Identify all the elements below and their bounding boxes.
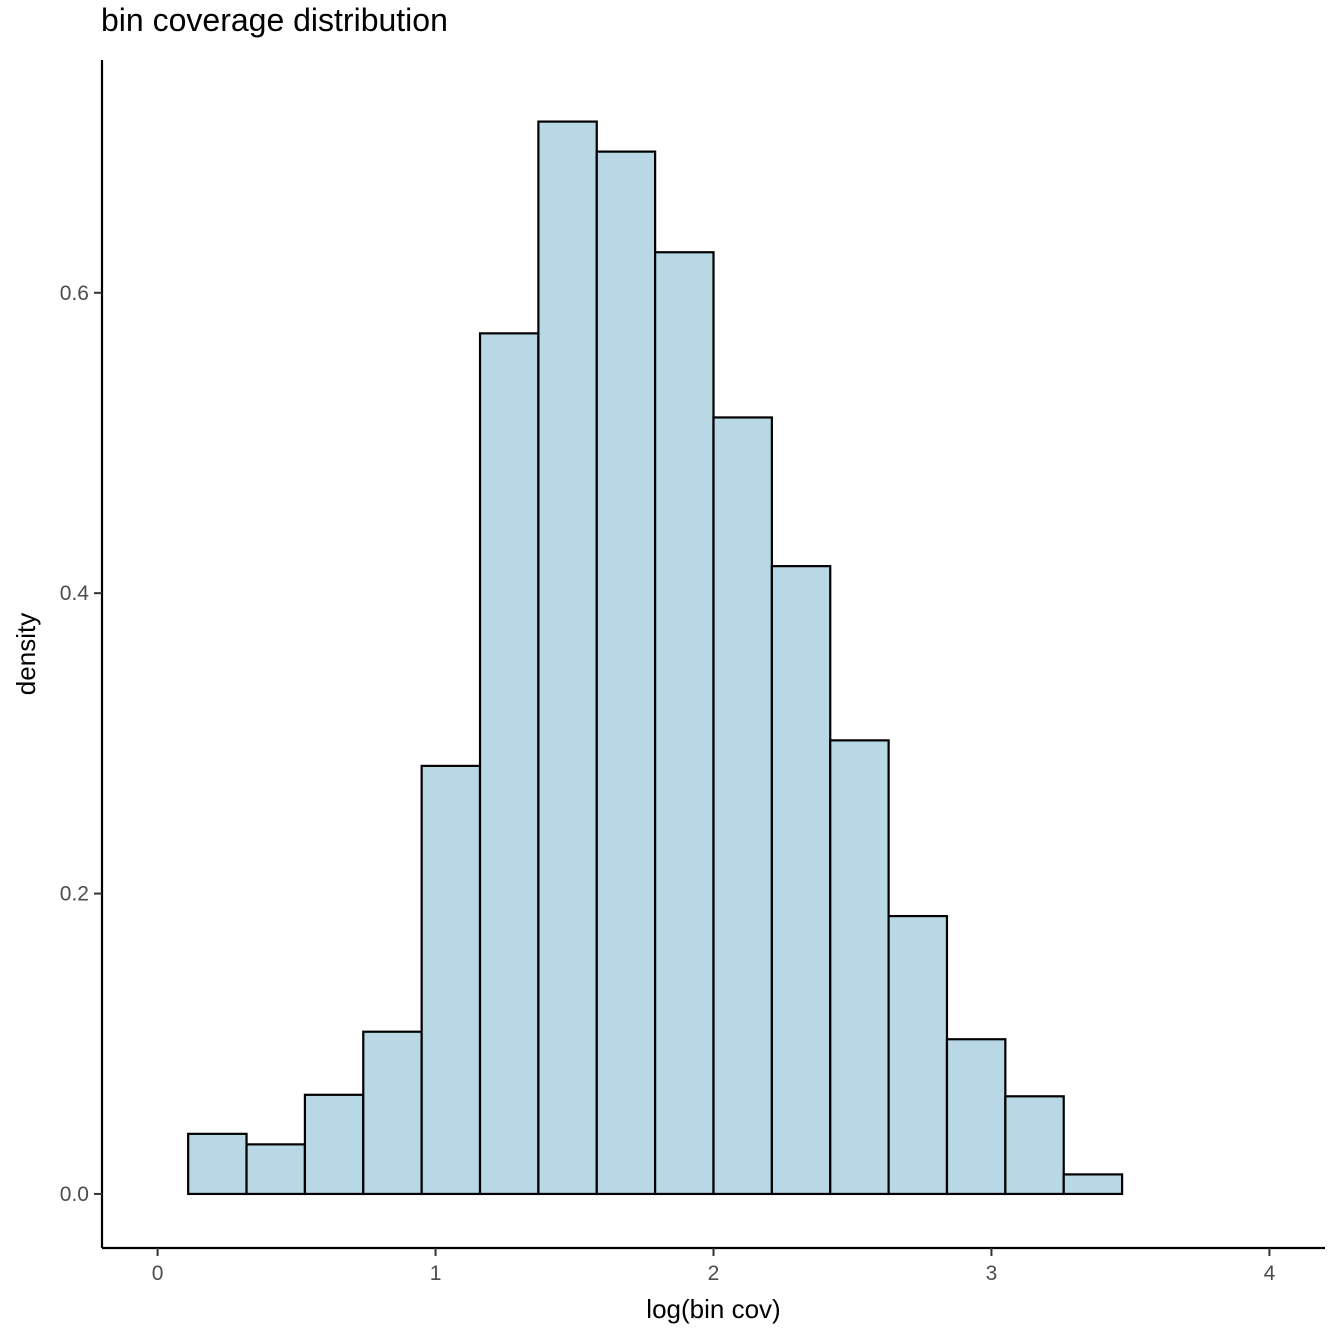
histogram-bar xyxy=(945,1038,1007,1196)
x-tick-label: 0 xyxy=(152,1262,164,1285)
histogram-bar xyxy=(303,1093,365,1196)
x-tick-label: 3 xyxy=(986,1262,998,1285)
histogram-bar xyxy=(595,150,657,1196)
y-axis-title: density xyxy=(11,613,41,695)
y-tick-label: 0.4 xyxy=(60,582,90,605)
y-axis-ticks: 0.0 0.2 0.4 0.6 xyxy=(60,282,102,1206)
x-axis-title: log(bin cov) xyxy=(646,1294,780,1324)
histogram-bar xyxy=(654,251,715,1196)
histogram-bar xyxy=(420,764,482,1196)
histogram-bar xyxy=(537,120,598,1196)
y-tick-label: 0.2 xyxy=(60,883,89,906)
histogram-bar xyxy=(187,1132,248,1196)
histogram-bar xyxy=(478,332,540,1196)
histogram-bar xyxy=(887,914,949,1196)
histogram-bar xyxy=(1004,1095,1065,1196)
x-axis-ticks: 0 1 2 3 4 xyxy=(152,1248,1276,1285)
histogram-bar xyxy=(829,739,890,1196)
chart-title: bin coverage distribution xyxy=(101,2,448,38)
x-tick-label: 4 xyxy=(1264,1262,1276,1285)
x-tick-label: 1 xyxy=(430,1262,442,1285)
histogram-bar xyxy=(245,1143,307,1196)
y-tick-label: 0.0 xyxy=(60,1183,89,1206)
histogram-bar xyxy=(712,416,773,1196)
histogram-bar xyxy=(770,565,832,1196)
y-tick-label: 0.6 xyxy=(60,282,89,305)
histogram-bar xyxy=(362,1030,423,1196)
histogram-bar xyxy=(1062,1173,1124,1196)
x-tick-label: 2 xyxy=(708,1262,720,1285)
bars-group xyxy=(187,120,1124,1196)
